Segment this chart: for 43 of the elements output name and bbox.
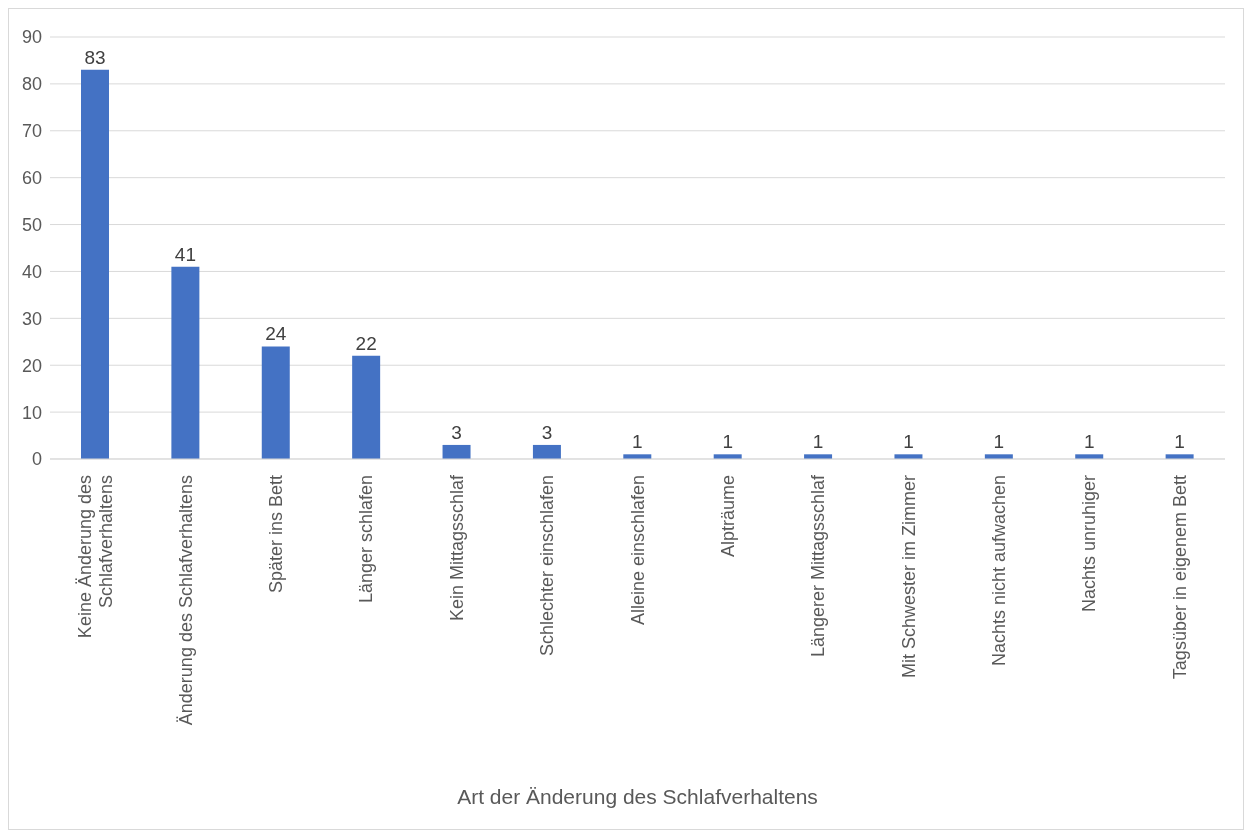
data-label: 1 — [993, 431, 1005, 453]
bar — [261, 346, 290, 459]
bar — [532, 444, 561, 459]
x-tick-label: Alleine einschlafen — [627, 475, 648, 626]
x-axis-title: Art der Änderung des Schlafverhaltens — [457, 785, 818, 808]
y-tick-label: 70 — [21, 121, 42, 142]
data-label: 1 — [903, 431, 914, 453]
x-tick-label: Schlechter einschlafen — [537, 475, 558, 657]
x-tick-label: Länger schlafen — [356, 475, 377, 604]
x-tick-label: Kein Mittagsschlaf — [446, 474, 467, 622]
data-label: 3 — [541, 421, 553, 443]
data-label: 1 — [722, 431, 733, 453]
data-label: 3 — [451, 421, 462, 443]
y-tick-label: 30 — [21, 308, 42, 329]
data-label: 22 — [355, 332, 377, 354]
x-tick-label: Mit Schwester im Zimmer — [898, 475, 919, 679]
x-tick-label: Keine Änderung des Schlafverhaltens — [74, 475, 116, 639]
bar — [171, 266, 200, 459]
bar — [81, 69, 109, 459]
x-tick-label: Später ins Bett — [265, 475, 286, 594]
y-tick-label: 80 — [21, 74, 42, 95]
x-tick-label: Nachts unruhiger — [1079, 475, 1100, 613]
bar — [442, 444, 471, 459]
x-tick-label: Änderung des Schlafverhaltens — [175, 475, 196, 726]
data-label: 24 — [265, 323, 287, 345]
data-label: 83 — [84, 46, 106, 68]
y-tick-label: 90 — [21, 27, 42, 48]
x-tick-label: Nachts nicht aufwachen — [989, 475, 1010, 667]
y-tick-label: 40 — [21, 261, 42, 282]
y-tick-label: 20 — [21, 355, 42, 376]
data-label: 1 — [1174, 431, 1185, 453]
data-label: 1 — [812, 431, 824, 453]
data-label: 1 — [632, 431, 643, 453]
y-tick-label: 50 — [21, 214, 42, 235]
bar — [352, 355, 381, 459]
x-tick-label: Alpträume — [717, 475, 738, 558]
x-tick-label: Längerer Mittagsschlaf — [808, 474, 829, 658]
y-tick-label: 60 — [21, 168, 42, 189]
y-tick-label: 0 — [31, 449, 42, 470]
x-tick-label: Tagsüber in eigenem Bett — [1169, 475, 1190, 680]
data-label: 1 — [1083, 431, 1095, 453]
y-tick-label: 10 — [21, 402, 42, 423]
data-label: 41 — [174, 243, 196, 265]
